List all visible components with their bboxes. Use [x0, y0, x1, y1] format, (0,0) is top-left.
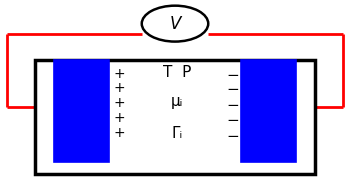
- Text: +: +: [113, 96, 125, 110]
- Text: −: −: [226, 68, 239, 83]
- Bar: [54, 60, 108, 162]
- Text: +: +: [113, 111, 125, 125]
- Text: T  P: T P: [162, 65, 191, 80]
- Text: Γᵢ: Γᵢ: [171, 126, 182, 141]
- Text: +: +: [113, 126, 125, 140]
- Text: V: V: [169, 15, 181, 33]
- Text: −: −: [226, 129, 239, 144]
- Text: −: −: [226, 82, 239, 97]
- Text: +: +: [113, 81, 125, 95]
- Text: −: −: [226, 113, 239, 129]
- Text: +: +: [113, 67, 125, 81]
- Text: −: −: [226, 98, 239, 113]
- Bar: [35, 60, 315, 174]
- Ellipse shape: [142, 6, 208, 42]
- Bar: [241, 60, 296, 162]
- Text: μᵢ: μᵢ: [170, 94, 183, 109]
